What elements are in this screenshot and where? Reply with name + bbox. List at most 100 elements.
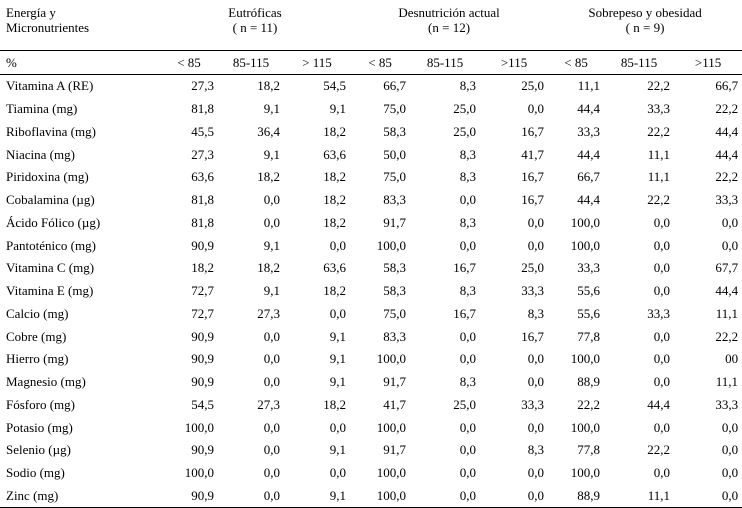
value-cell: 9,1	[263, 146, 280, 162]
value-cell: 33,3	[577, 123, 601, 139]
value-cell: 0,0	[721, 442, 739, 458]
value-cell: 22,2	[647, 123, 671, 139]
value-cell: 66,7	[715, 78, 739, 94]
row-label: Ácido Fólico (µg)	[6, 214, 101, 230]
table-row: Cobre (mg) 90,9 0,0 9,1 83,3 0,0 16,7 77,8 0,0 22…	[0, 325, 742, 348]
value-cell: 90,9	[160, 484, 218, 508]
value-cell: 0,0	[721, 419, 739, 435]
value-cell: 27,3	[257, 305, 280, 321]
value-cell: 83,3	[383, 192, 407, 208]
subheader-cell: 85-115	[218, 50, 284, 75]
value-cell: 0,0	[263, 328, 280, 344]
value-cell: 11,1	[577, 78, 601, 94]
value-cell: 0,0	[459, 328, 477, 344]
value-cell: 90,9	[191, 328, 214, 344]
value-cell: 9,1	[263, 283, 280, 299]
value-cell: 0,0	[218, 484, 284, 508]
value-cell: 0,0	[459, 442, 477, 458]
value-cell: 75,0	[383, 101, 407, 117]
value-cell: 0,0	[653, 419, 671, 435]
value-cell: 63,6	[191, 169, 214, 185]
value-cell: 8,3	[459, 78, 477, 94]
value-cell: 81,8	[191, 192, 214, 208]
group-header-sobrepeso: Sobrepeso y obesidad ( n = 9)	[548, 0, 742, 51]
value-cell: 25,0	[521, 260, 545, 276]
value-cell: 63,6	[323, 146, 347, 162]
value-cell: 100,0	[570, 465, 601, 481]
value-cell: 44,4	[577, 146, 601, 162]
group-n: ( n = 9)	[625, 20, 665, 35]
value-cell: 0,0	[653, 214, 671, 230]
value-cell: 44,4	[577, 192, 601, 208]
value-cell: 18,2	[323, 396, 347, 412]
value-cell: 100,0	[184, 465, 214, 481]
value-cell: 8,3	[527, 442, 545, 458]
group-title: Desnutrición actual	[398, 5, 500, 20]
value-cell: 44,4	[715, 146, 739, 162]
value-cell: 16,7	[453, 305, 477, 321]
value-cell: 91,7	[383, 374, 407, 390]
value-cell: 66,7	[577, 169, 601, 185]
group-header-desnutricion: Desnutrición actual (n = 12)	[350, 0, 548, 51]
value-cell: 72,7	[191, 283, 214, 299]
value-cell: 9,1	[329, 101, 347, 117]
subheader-cell: > 115	[284, 50, 351, 75]
value-cell: 22,2	[647, 78, 671, 94]
subheader-cell: < 85	[350, 50, 411, 75]
value-cell: 100,0	[570, 419, 601, 435]
value-cell: 27,3	[257, 396, 280, 412]
value-cell: 0,0	[410, 484, 481, 508]
value-cell: 8,3	[459, 283, 477, 299]
value-cell: 58,3	[383, 283, 407, 299]
value-cell: 72,7	[191, 305, 214, 321]
value-cell: 9,1	[263, 101, 280, 117]
value-cell: 0,0	[459, 237, 477, 253]
value-cell: 11,1	[604, 484, 675, 508]
value-cell: 0,0	[527, 374, 545, 390]
value-cell: 0,0	[329, 237, 347, 253]
value-cell: 25,0	[521, 78, 545, 94]
value-cell: 67,7	[715, 260, 739, 276]
table-row: Potasio (mg) 100,0 0,0 0,0 100,0 0,0 0,0 100,0 0…	[0, 416, 742, 439]
value-cell: 16,7	[521, 123, 545, 139]
value-cell: 18,2	[323, 192, 347, 208]
value-cell: 0,0	[263, 442, 280, 458]
value-cell: 18,2	[191, 260, 214, 276]
row-label: Vitamina A (RE)	[6, 78, 94, 94]
value-cell: 0,0	[721, 237, 739, 253]
value-cell: 44,4	[647, 396, 671, 412]
subheader-cell: >115	[480, 50, 549, 75]
value-cell: 0,0	[263, 374, 280, 390]
value-cell: 0,0	[263, 192, 280, 208]
value-cell: 90,9	[191, 374, 214, 390]
value-cell: 0,0	[527, 465, 545, 481]
value-cell: 0,0	[263, 465, 280, 481]
value-cell: 11,1	[715, 374, 739, 390]
value-cell: 0,0	[653, 351, 671, 367]
row-label: Vitamina E (mg)	[6, 283, 94, 299]
value-cell: 0,0	[459, 465, 477, 481]
row-label: Fósforo (mg)	[6, 396, 75, 412]
value-cell: 91,7	[383, 442, 407, 458]
group-header-eutroficas: Eutróficas ( n = 11)	[160, 0, 350, 51]
value-cell: 11,1	[715, 305, 739, 321]
value-cell: 16,7	[521, 192, 545, 208]
value-cell: 100,0	[570, 237, 601, 253]
value-cell: 0,0	[653, 237, 671, 253]
value-cell: 33,3	[521, 283, 545, 299]
value-cell: 18,2	[323, 123, 347, 139]
value-cell: 100,0	[570, 351, 601, 367]
value-cell: 8,3	[459, 169, 477, 185]
table-header: Energía y Micronutrientes Eutróficas ( n…	[0, 0, 742, 75]
value-cell: 0,0	[527, 101, 545, 117]
table-row: Hierro (mg) 90,9 0,0 9,1 100,0 0,0 0,0 100,0 0,0…	[0, 348, 742, 371]
value-cell: 0,0	[263, 419, 280, 435]
table-row: Fósforo (mg) 54,5 27,3 18,2 41,7 25,0 33,3 22,2…	[0, 394, 742, 417]
value-cell: 0,0	[721, 465, 739, 481]
group-n: ( n = 11)	[232, 20, 278, 35]
table-row: Vitamina A (RE) 27,3 18,2 54,5 66,7 8,3 25,0 11…	[0, 75, 742, 98]
table-row: Pantoténico (mg) 90,9 9,1 0,0 100,0 0,0 0,0 100…	[0, 234, 742, 257]
row-label: Selenio (µg)	[6, 442, 71, 458]
row-label: Sodio (mg)	[6, 465, 65, 481]
